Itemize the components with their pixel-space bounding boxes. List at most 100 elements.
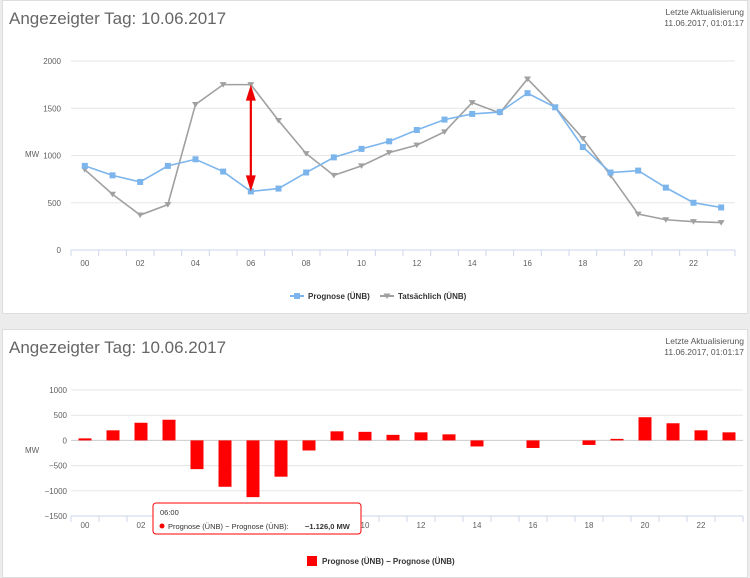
data-point — [136, 212, 144, 219]
last-update-time: 11.06.2017, 01:01:17 — [664, 347, 744, 357]
bar — [666, 423, 680, 441]
x-tick-label: 02 — [136, 259, 145, 268]
data-point — [109, 191, 116, 198]
chart-panel-difference: Angezeigter Tag: 10.06.2017 Letzte Aktua… — [2, 329, 748, 578]
tooltip-marker — [159, 523, 165, 529]
data-point — [413, 126, 420, 133]
annotation-arrow-head — [245, 175, 256, 192]
data-point — [524, 76, 531, 82]
chart-panel-forecast: Angezeigter Tag: 10.06.2017 Letzte Aktua… — [2, 0, 748, 314]
bar — [134, 422, 148, 441]
x-tick-label: 18 — [578, 259, 587, 268]
data-point — [81, 162, 88, 169]
x-tick-label: 10 — [361, 521, 370, 530]
x-tick-label: 02 — [137, 521, 146, 530]
data-point — [607, 169, 614, 176]
data-point — [192, 156, 199, 163]
x-tick-label: 16 — [523, 259, 532, 268]
data-point — [662, 217, 670, 223]
data-point — [635, 167, 642, 174]
x-tick-label: 12 — [412, 259, 421, 268]
tooltip-label: Prognose (ÜNB) − Prognose (ÜNB): — [168, 522, 289, 531]
data-point — [717, 220, 725, 226]
bar — [162, 419, 176, 441]
y-tick-label: 500 — [54, 411, 68, 420]
bar — [78, 438, 92, 441]
x-tick-label: 22 — [689, 259, 698, 268]
bar — [694, 430, 708, 441]
data-point — [164, 202, 172, 208]
x-tick-label: 22 — [697, 521, 706, 530]
x-tick-label: 10 — [357, 259, 366, 268]
data-point — [137, 178, 144, 185]
annotation-arrow-head — [245, 84, 256, 101]
x-tick-label: 00 — [81, 521, 90, 530]
data-point — [220, 168, 227, 175]
data-point — [330, 172, 338, 179]
data-point — [690, 219, 697, 225]
last-update-time: 11.06.2017, 01:01:17 — [664, 18, 744, 28]
y-tick-label: −1000 — [45, 487, 68, 496]
data-point — [275, 185, 282, 192]
data-point — [192, 101, 199, 108]
y-tick-label: 0 — [63, 436, 68, 445]
bar — [106, 430, 120, 441]
legend-marker — [383, 293, 391, 299]
tooltip-box — [152, 502, 362, 535]
data-point — [109, 172, 116, 179]
data-point — [662, 184, 669, 191]
bar — [414, 432, 428, 441]
tooltip-time: 06:00 — [160, 508, 179, 517]
x-tick-label: 20 — [634, 259, 643, 268]
bar — [526, 440, 540, 448]
bar — [582, 440, 596, 445]
legend-swatch — [307, 556, 317, 566]
legend-marker — [294, 293, 300, 299]
bar — [386, 434, 400, 441]
last-update: Letzte Aktualisierung 11.06.2017, 01:01:… — [664, 7, 744, 29]
data-point — [441, 116, 448, 123]
x-tick-label: 00 — [80, 259, 89, 268]
y-tick-label: 0 — [57, 246, 62, 255]
y-axis-label: MW — [25, 446, 40, 455]
data-point — [385, 150, 393, 156]
x-tick-label: 12 — [417, 521, 426, 530]
data-point — [579, 143, 586, 150]
data-point — [718, 204, 725, 211]
data-point — [358, 145, 365, 152]
x-tick-label: 14 — [473, 521, 482, 530]
y-axis-label: MW — [25, 150, 40, 159]
last-update-label: Letzte Aktualisierung — [665, 336, 744, 346]
legend-label: Prognose (ÜNB) − Prognose (ÜNB) — [322, 557, 455, 566]
data-point — [386, 138, 393, 145]
bar — [638, 417, 652, 441]
data-point — [358, 163, 365, 169]
data-point — [302, 151, 310, 157]
x-tick-label: 08 — [302, 259, 311, 268]
chart-title: Angezeigter Tag: 10.06.2017 — [9, 338, 227, 357]
last-update-label: Letzte Aktualisierung — [665, 7, 744, 17]
data-point — [579, 135, 587, 142]
bar — [302, 440, 316, 451]
bar — [470, 440, 484, 447]
data-point — [634, 211, 642, 218]
x-tick-label: 20 — [641, 521, 650, 530]
x-tick-label: 06 — [246, 259, 255, 268]
line-chart: 0 500 1000 1500 2000 00 02 04 06 08 10 12 14 16 18 20 22… — [25, 57, 736, 301]
bar — [246, 440, 260, 498]
data-point — [524, 90, 531, 97]
data-point — [496, 109, 503, 116]
data-point — [303, 169, 310, 176]
series-line — [84, 77, 722, 224]
data-point — [690, 199, 697, 206]
data-point — [330, 154, 337, 161]
data-point — [468, 100, 476, 106]
data-point — [413, 142, 421, 149]
bar — [218, 440, 232, 487]
x-tick-label: 18 — [585, 521, 594, 530]
bar — [358, 431, 372, 441]
x-tick-label: 04 — [191, 259, 200, 268]
legend-label: Tatsächlich (ÜNB) — [398, 292, 467, 301]
y-tick-label: 1000 — [49, 386, 67, 395]
bar — [610, 438, 624, 441]
